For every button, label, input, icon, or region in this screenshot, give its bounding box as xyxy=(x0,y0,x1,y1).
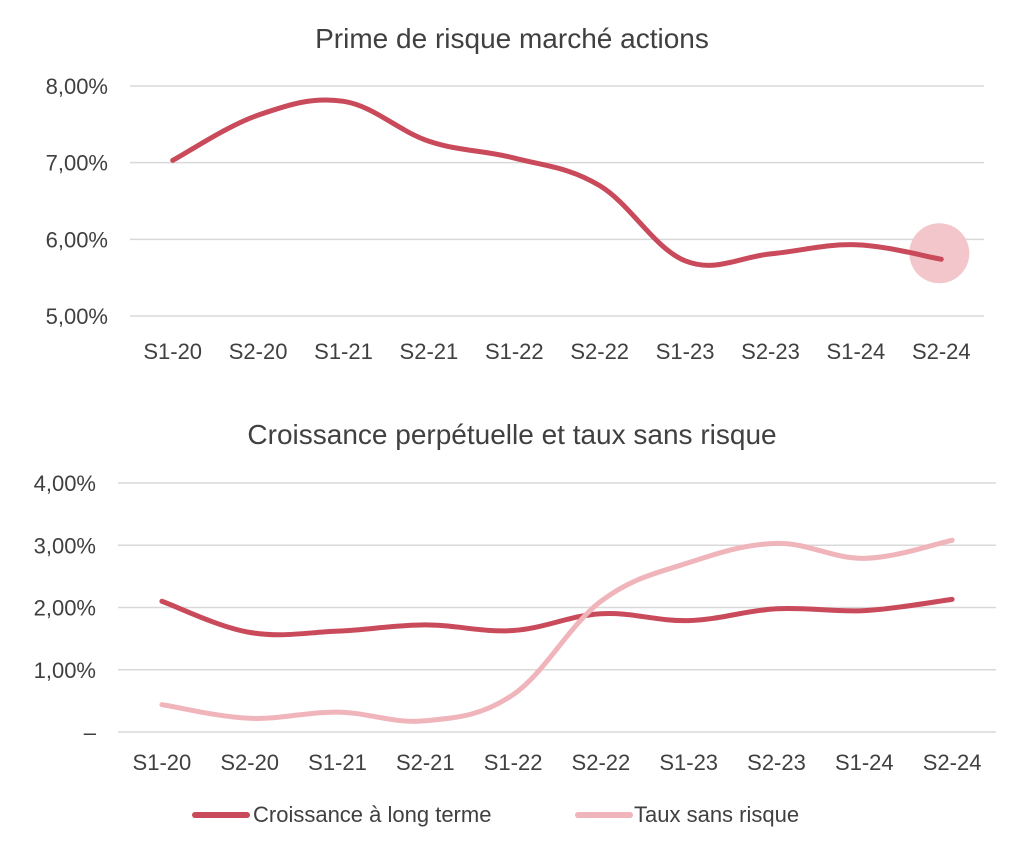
x-tick-label: S2-22 xyxy=(570,339,629,364)
x-tick-label: S1-20 xyxy=(143,339,202,364)
x-tick-label: S1-20 xyxy=(133,750,192,775)
series-line-taux xyxy=(159,537,955,724)
x-tick-label: S1-22 xyxy=(484,750,543,775)
chart2-series xyxy=(159,537,955,724)
chart2-y-axis: – 1,00% 2,00% 3,00% 4,00% xyxy=(34,471,97,745)
chart2-x-axis: S1-20 S2-20 S1-21 S2-21 S1-22 S2-22 S1-23 S2-23… xyxy=(133,750,982,775)
y-tick-label: 7,00% xyxy=(46,151,108,176)
x-tick-label: S1-21 xyxy=(308,750,367,775)
x-tick-label: S2-24 xyxy=(923,750,982,775)
chart1-highlight xyxy=(909,223,970,284)
chart2-gridlines xyxy=(118,482,996,733)
series-line-prime-de-risque xyxy=(170,97,944,268)
chart-equity-risk-premium: Prime de risque marché actions 5,00% 6,00… xyxy=(46,23,984,364)
x-tick-label: S2-21 xyxy=(400,339,459,364)
x-tick-label: S1-22 xyxy=(485,339,544,364)
y-tick-label: 8,00% xyxy=(46,74,108,99)
y-tick-label: – xyxy=(84,720,97,745)
x-tick-label: S2-24 xyxy=(912,339,971,364)
y-tick-label: 5,00% xyxy=(46,304,108,329)
x-tick-label: S2-20 xyxy=(229,339,288,364)
legend-label-taux: Taux sans risque xyxy=(634,802,799,827)
chart2-legend: Croissance à long terme Taux sans risque xyxy=(192,802,799,827)
x-tick-label: S1-24 xyxy=(835,750,894,775)
x-tick-label: S1-21 xyxy=(314,339,373,364)
x-tick-label: S1-23 xyxy=(659,750,718,775)
x-tick-label: S1-23 xyxy=(656,339,715,364)
x-tick-label: S1-24 xyxy=(827,339,886,364)
y-tick-label: 2,00% xyxy=(34,596,96,621)
chart1-y-axis: 5,00% 6,00% 7,00% 8,00% xyxy=(46,74,108,329)
x-tick-label: S2-21 xyxy=(396,750,455,775)
chart1-title: Prime de risque marché actions xyxy=(315,23,709,54)
chart-growth-and-riskfree: Croissance perpétuelle et taux sans risq… xyxy=(34,419,996,827)
chart2-title: Croissance perpétuelle et taux sans risq… xyxy=(247,419,776,450)
y-tick-label: 4,00% xyxy=(34,471,96,496)
y-tick-label: 6,00% xyxy=(46,227,108,252)
chart1-x-axis: S1-20 S2-20 S1-21 S2-21 S1-22 S2-22 S1-23 S2-23… xyxy=(143,339,970,364)
chart1-gridlines xyxy=(130,85,984,317)
y-tick-label: 3,00% xyxy=(34,533,96,558)
x-tick-label: S2-23 xyxy=(741,339,800,364)
x-tick-label: S2-20 xyxy=(220,750,279,775)
y-tick-label: 1,00% xyxy=(34,658,96,683)
x-tick-label: S2-23 xyxy=(747,750,806,775)
series-line-croissance xyxy=(159,596,955,638)
highlight-circle xyxy=(909,223,970,284)
x-tick-label: S2-22 xyxy=(572,750,631,775)
chart1-series xyxy=(170,97,944,268)
legend-label-croissance: Croissance à long terme xyxy=(253,802,491,827)
